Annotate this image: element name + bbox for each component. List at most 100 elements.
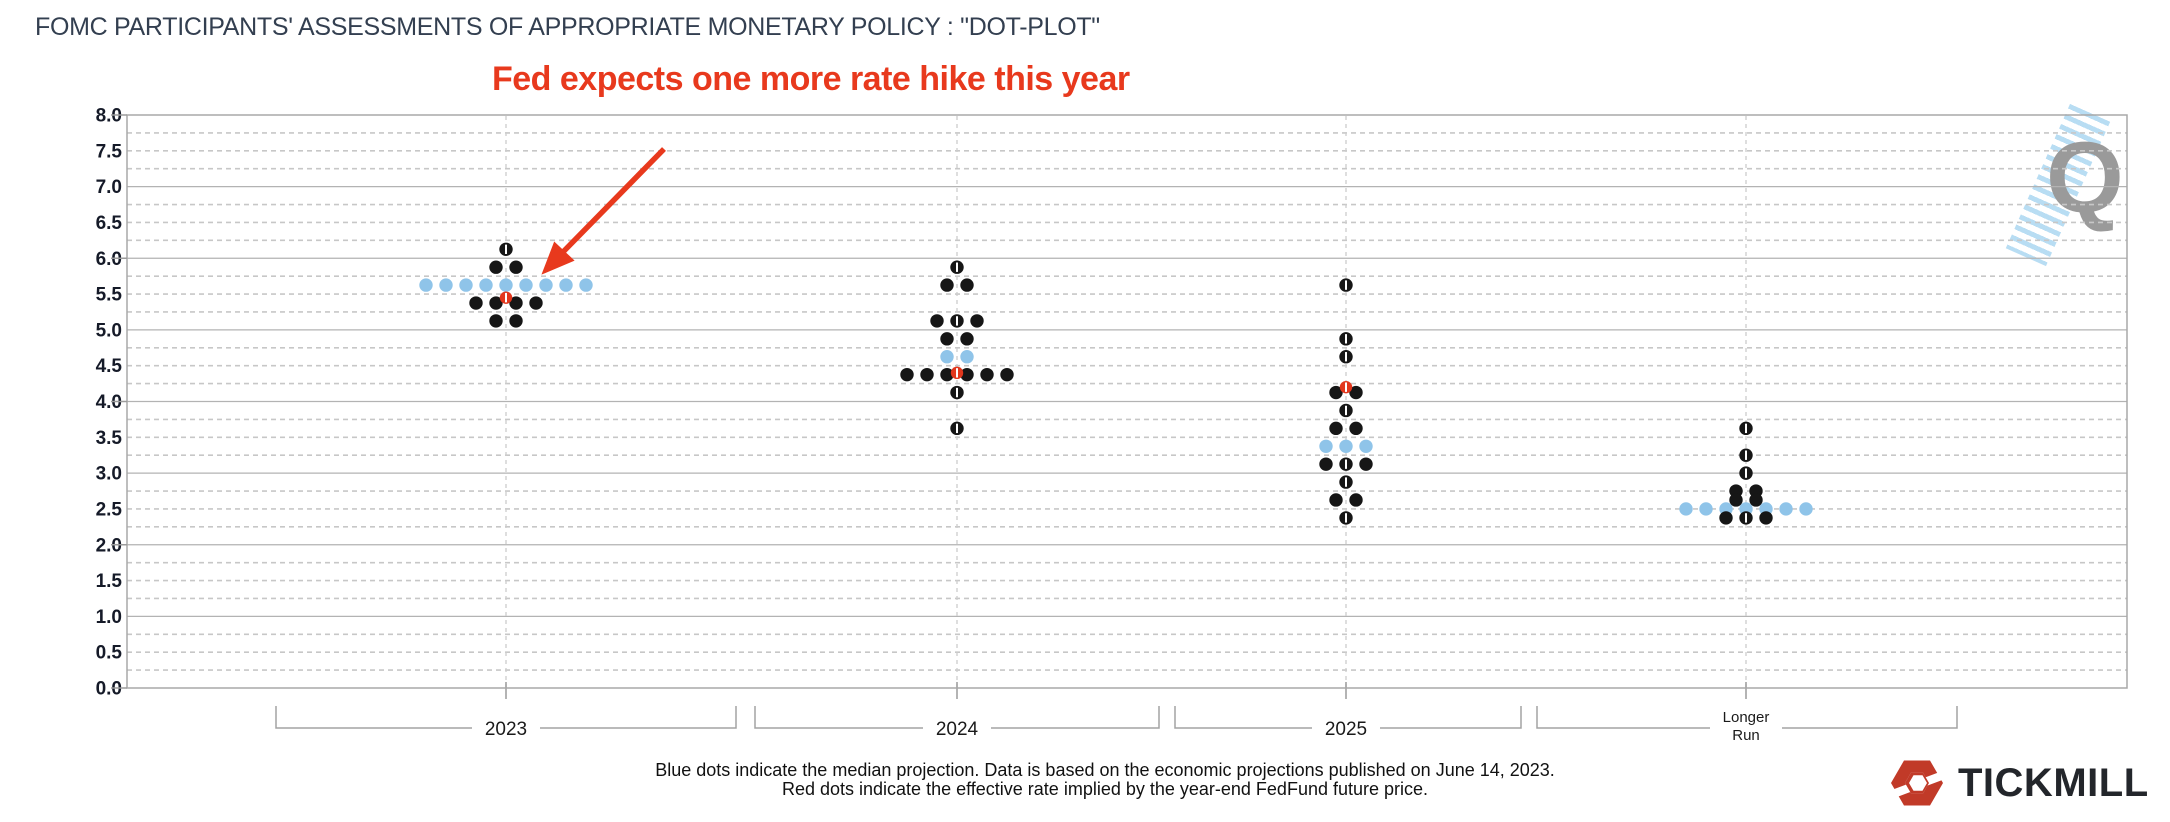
tickmill-brand: TICKMILL (1888, 753, 2149, 813)
dot-slit (1345, 477, 1347, 487)
page-title: FOMC PARTICIPANTS' ASSESSMENTS OF APPROP… (35, 13, 1100, 41)
participant-dot (509, 260, 523, 274)
participant-dot (1349, 493, 1363, 507)
annotation-arrow-head (541, 241, 575, 275)
category-label: Run (1732, 727, 1760, 744)
category-label: 2025 (1325, 719, 1367, 740)
median-dot (479, 278, 493, 292)
dot-slit (1345, 459, 1347, 469)
participant-dot (1349, 421, 1363, 436)
y-axis-label: 7.0 (96, 177, 122, 198)
category-label: Longer (1723, 709, 1770, 726)
median-dot (940, 350, 954, 364)
participant-dot (1329, 385, 1343, 400)
participant-dot (509, 314, 523, 328)
dot-slit (956, 262, 958, 272)
participant-dot (489, 260, 503, 274)
participant-dot (970, 314, 984, 328)
y-axis-label: 7.5 (96, 141, 123, 162)
participant-dot (920, 367, 934, 382)
median-dot (1359, 439, 1373, 453)
y-axis-label: 4.0 (96, 392, 122, 413)
median-dot (419, 278, 433, 292)
y-axis-label: 5.5 (96, 285, 123, 306)
footnote-line-1: Blue dots indicate the median projection… (655, 760, 1555, 780)
participant-dot (960, 278, 974, 292)
dot-slit (956, 423, 958, 434)
category-label: 2023 (485, 719, 527, 740)
participant-dot (1349, 385, 1363, 400)
y-axis-label: 1.5 (96, 571, 123, 592)
y-axis-label: 2.0 (96, 535, 122, 556)
category-label-bg (1312, 717, 1380, 739)
dot-slit (1345, 405, 1347, 416)
median-dot (499, 278, 513, 292)
participant-dot (940, 367, 954, 382)
y-axis-label: 5.0 (96, 320, 122, 341)
median-dot (960, 350, 974, 364)
annotation-arrow-line (561, 147, 666, 254)
y-axis-label: 8.0 (96, 106, 122, 127)
y-axis-label: 1.0 (96, 607, 122, 628)
dot-slit (1345, 513, 1347, 523)
participant-dot (1759, 511, 1773, 525)
category-label-bg (472, 717, 540, 739)
y-axis-label: 3.5 (96, 428, 123, 449)
dot-slit (1345, 334, 1347, 344)
y-axis-label: 6.0 (96, 249, 122, 270)
participant-dot (980, 367, 994, 382)
participant-dot (509, 296, 523, 310)
median-dot (1679, 502, 1693, 516)
participant-dot (529, 296, 543, 310)
median-dot (579, 278, 593, 292)
category-label-bg (923, 717, 991, 739)
dot-slit (1745, 450, 1747, 460)
median-dot (1339, 439, 1353, 453)
median-dot (539, 278, 553, 292)
dot-slit (505, 244, 507, 254)
median-dot (1799, 502, 1813, 516)
participant-dot (469, 296, 483, 310)
dot-slit (1745, 468, 1747, 478)
y-axis-label: 0.0 (96, 679, 122, 700)
category-label-bg (1710, 708, 1782, 748)
participant-dot (960, 367, 974, 382)
participant-dot (1729, 493, 1743, 507)
y-axis-label: 2.5 (96, 499, 123, 520)
median-dot (1319, 439, 1333, 453)
participant-dot (1319, 457, 1333, 471)
dot-slit (505, 292, 507, 303)
dot-slit (1745, 513, 1747, 523)
tickmill-logo-icon (1889, 760, 1945, 806)
participant-dot (1359, 457, 1373, 471)
participant-dot (1329, 493, 1343, 507)
participant-dot (900, 367, 914, 382)
participant-dot (489, 314, 503, 328)
median-dot (1779, 502, 1793, 516)
dot-slit (1745, 423, 1747, 434)
y-axis-label: 4.5 (96, 356, 123, 377)
participant-dot (1329, 421, 1343, 436)
median-dot (559, 278, 573, 292)
participant-dot (489, 296, 503, 310)
footnote: Blue dots indicate the median projection… (440, 761, 1770, 799)
tickmill-brand-name: TICKMILL (1958, 760, 2149, 805)
median-dot (439, 278, 453, 292)
y-axis-label: 3.0 (96, 464, 122, 485)
dot-slit (956, 387, 958, 398)
participant-dot (930, 314, 944, 328)
median-dot (1699, 502, 1713, 516)
dot-slit (1345, 280, 1347, 290)
dot-slit (956, 368, 958, 378)
participant-dot (1719, 511, 1733, 525)
watermark-q-logo: Q (2046, 122, 2124, 234)
median-dot (519, 278, 533, 292)
category-label: 2024 (936, 719, 979, 740)
dot-slit (1345, 382, 1347, 392)
participant-dot (1000, 367, 1014, 382)
y-axis-label: 6.5 (96, 213, 123, 234)
participant-dot (960, 332, 974, 346)
dot-slit (1345, 352, 1347, 362)
